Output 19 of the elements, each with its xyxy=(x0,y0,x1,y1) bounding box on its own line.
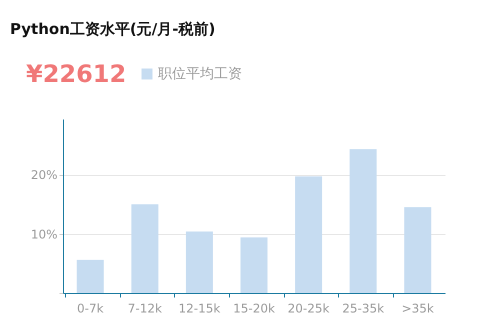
bar xyxy=(76,260,104,293)
x-tick-label: 20-25k xyxy=(288,302,330,316)
x-tick-label: 15-20k xyxy=(233,302,275,316)
x-tick-label: 7-12k xyxy=(128,302,162,316)
bar xyxy=(295,176,322,293)
x-tick-label: 25-35k xyxy=(342,302,384,316)
text: ¥22612 xyxy=(26,60,126,88)
legend-label: 职位平均工资 xyxy=(158,66,242,82)
bar xyxy=(186,231,213,293)
x-tick-label: 12-15k xyxy=(178,302,220,316)
y-tick-label: 20% xyxy=(30,168,58,182)
x-tick-label: 0-7k xyxy=(77,302,104,316)
bar xyxy=(240,237,268,293)
bar xyxy=(350,149,377,293)
y-tick-label: 10% xyxy=(30,227,58,242)
bar xyxy=(404,207,432,293)
chart-title: Python工资水平(元/月-税前) xyxy=(10,20,216,38)
bar xyxy=(131,204,158,293)
x-tick-label: >35k xyxy=(402,302,434,316)
